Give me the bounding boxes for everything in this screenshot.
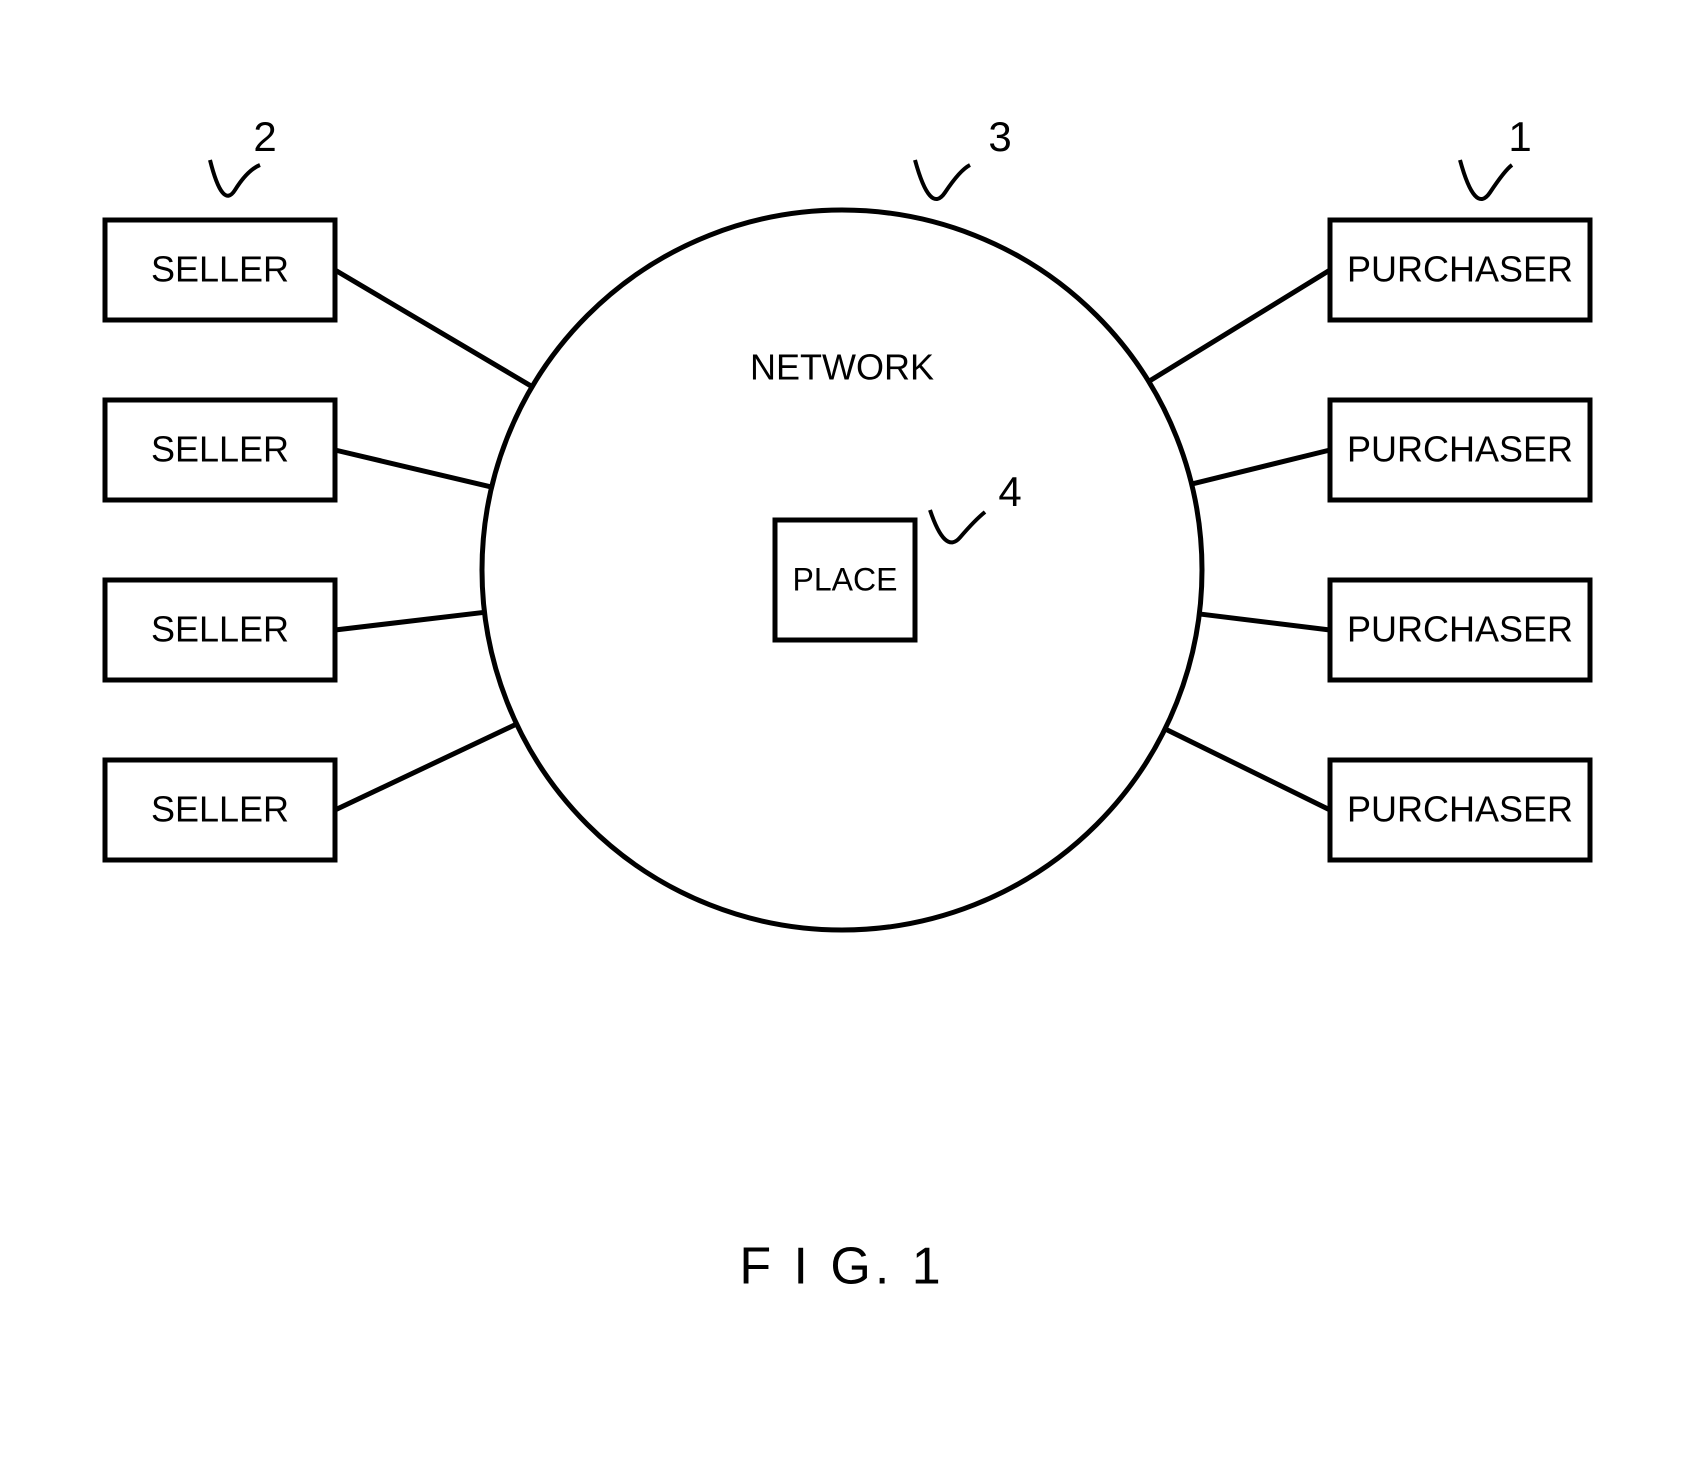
place-box: PLACE: [775, 520, 915, 640]
callout-number: 2: [253, 113, 276, 160]
seller-label: SELLER: [151, 609, 289, 650]
edge: [335, 270, 532, 387]
purchaser-box: PURCHASER: [1330, 580, 1590, 680]
place-label: PLACE: [793, 561, 898, 597]
callout-tick: [1460, 160, 1512, 199]
seller-box: SELLER: [105, 580, 335, 680]
seller-box: SELLER: [105, 400, 335, 500]
purchaser-box: PURCHASER: [1330, 400, 1590, 500]
callout-number: 3: [988, 113, 1011, 160]
purchaser-label: PURCHASER: [1347, 429, 1573, 470]
callout-number: 1: [1508, 113, 1531, 160]
purchaser-label: PURCHASER: [1347, 609, 1573, 650]
edge: [335, 724, 517, 810]
callout-tick: [915, 160, 970, 199]
seller-label: SELLER: [151, 249, 289, 290]
purchaser-label: PURCHASER: [1347, 249, 1573, 290]
purchaser-box: PURCHASER: [1330, 220, 1590, 320]
edge: [1199, 614, 1330, 630]
purchaser-box: PURCHASER: [1330, 760, 1590, 860]
seller-label: SELLER: [151, 789, 289, 830]
seller-box: SELLER: [105, 760, 335, 860]
seller-box: SELLER: [105, 220, 335, 320]
callout: 2: [210, 113, 277, 196]
callout: 1: [1460, 113, 1532, 199]
purchasers-group: PURCHASER PURCHASER PURCHASER PURCHASER: [1330, 220, 1590, 860]
callout-tick: [210, 160, 260, 196]
callout: 3: [915, 113, 1012, 199]
callout-number: 4: [998, 468, 1021, 515]
purchaser-label: PURCHASER: [1347, 789, 1573, 830]
seller-label: SELLER: [151, 429, 289, 470]
edge: [335, 450, 492, 487]
edge: [1192, 450, 1330, 484]
figure-caption: F I G. 1: [739, 1238, 944, 1296]
edge: [1165, 729, 1330, 810]
sellers-group: SELLER SELLER SELLER SELLER: [105, 220, 335, 860]
network-label: NETWORK: [750, 347, 934, 388]
edge: [1149, 270, 1330, 381]
edge: [335, 612, 484, 630]
network-diagram: NETWORK PLACE SELLER SELLER SELLER SELLER PURC…: [0, 0, 1685, 1464]
